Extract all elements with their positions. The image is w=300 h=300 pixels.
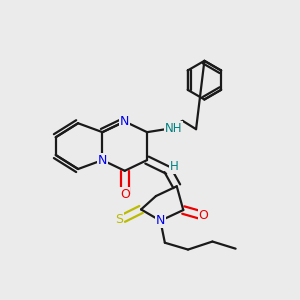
Text: S: S — [115, 213, 123, 226]
Text: N: N — [156, 214, 165, 227]
Text: O: O — [199, 209, 208, 222]
Text: N: N — [98, 154, 107, 166]
Text: N: N — [120, 115, 129, 128]
Text: NH: NH — [164, 122, 182, 134]
Text: O: O — [120, 188, 130, 201]
Text: H: H — [170, 160, 179, 173]
